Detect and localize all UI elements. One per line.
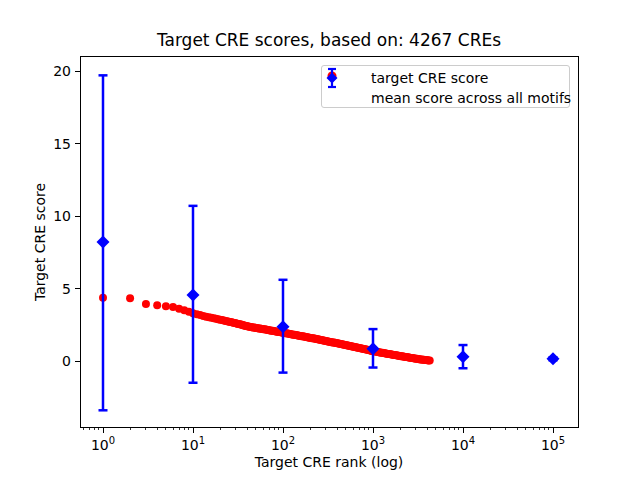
x-tick-label: 101 [181,435,205,454]
red-data-point [153,301,161,309]
x-tick-label: 103 [361,435,385,454]
y-tick-label: 20 [53,63,71,79]
x-tick-label: 104 [451,435,475,454]
figure: 100 101 102 103 104 105 0 5 10 15 20 Target CRE sc… [0,0,640,480]
x-tick-label: 100 [91,435,115,454]
y-axis-label: Target CRE score [32,183,48,301]
axes-frame [80,56,578,427]
legend-item-label: mean score across all motifs [371,90,571,106]
legend-item-mean-score: mean score across all motifs [331,88,569,108]
y-tick-label: 10 [53,208,71,224]
chart-title: Target CRE scores, based on: 4267 CREs [80,30,578,50]
legend-item-label: target CRE score [371,70,488,86]
blue-mean-diamond [187,289,200,302]
y-tick-label: 0 [62,353,71,369]
y-tick-label: 5 [62,281,71,297]
legend: target CRE score mean score across all m… [321,65,570,108]
legend-item-target-cre-score: target CRE score [331,68,569,88]
blue-mean-diamond [547,352,560,365]
red-data-point [142,300,150,308]
x-tick-label: 102 [271,435,295,454]
red-data-point [126,294,134,302]
x-axis-label: Target CRE rank (log) [80,454,578,470]
red-data-point [426,357,434,365]
x-tick-label: 105 [541,435,565,454]
blue-mean-diamond [97,236,110,249]
blue-diamond-errorbar-marker-icon [331,86,357,110]
red-data-point [162,302,170,310]
blue-mean-diamond [457,350,470,363]
y-tick-label: 15 [53,136,71,152]
